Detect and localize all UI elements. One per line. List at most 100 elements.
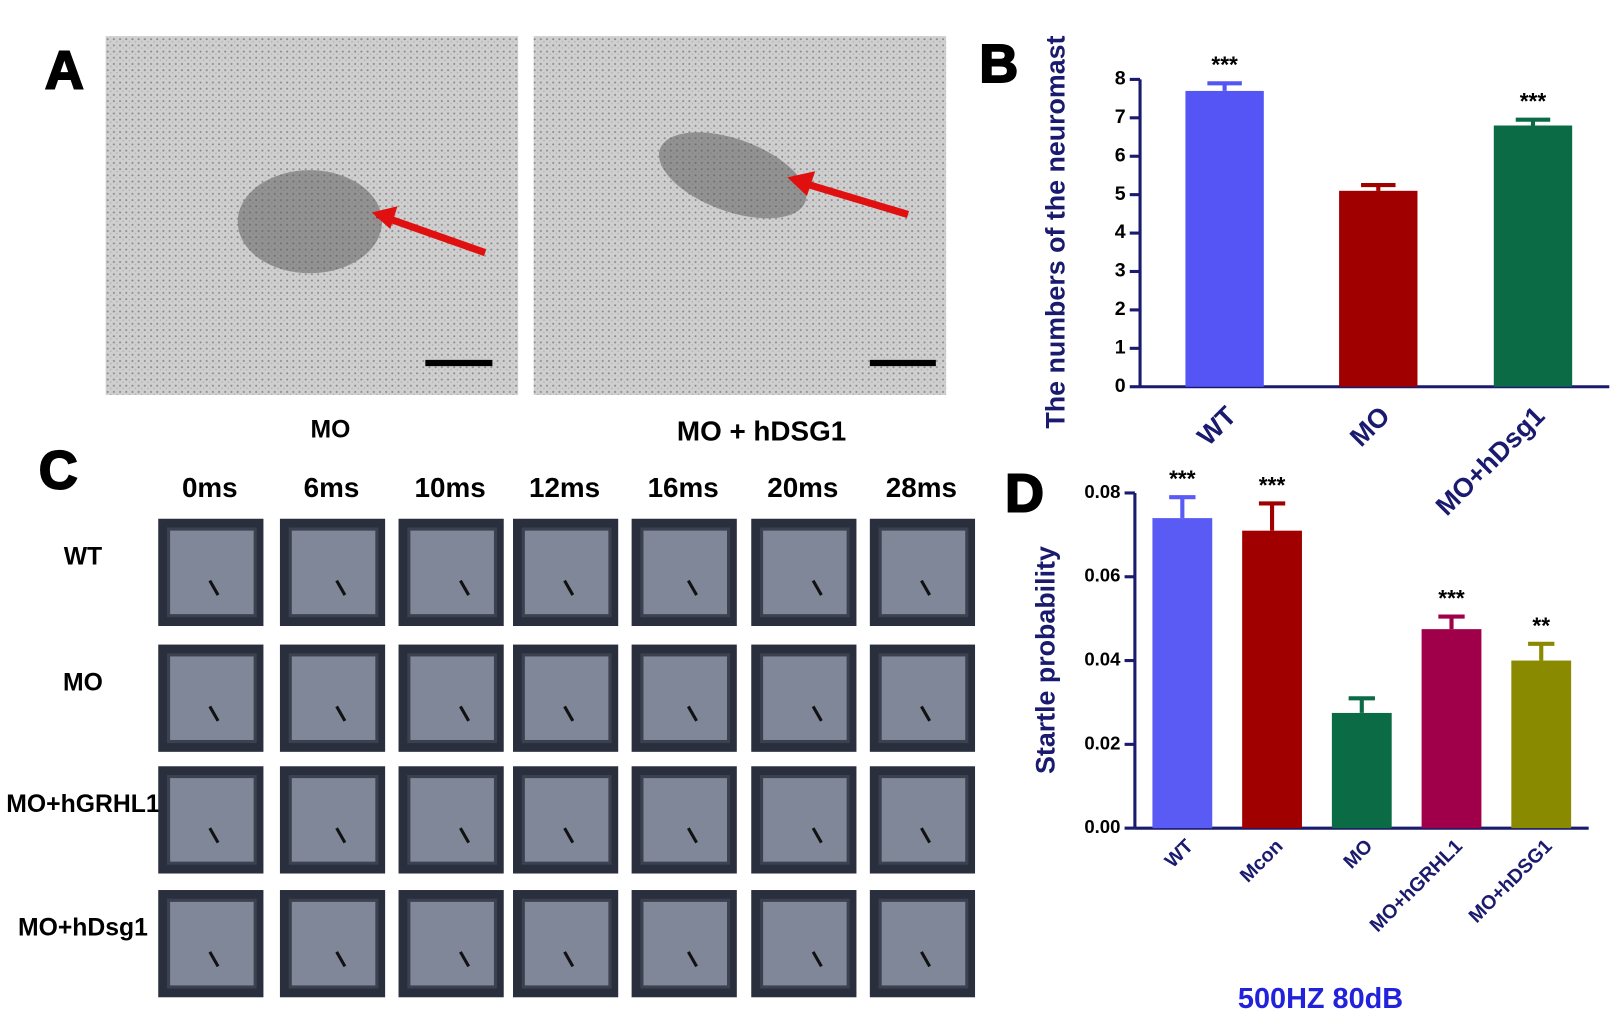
time-label: 16ms: [648, 472, 719, 503]
significance: ***: [1169, 466, 1196, 492]
larva: [208, 951, 220, 968]
row-label: WT: [64, 543, 102, 570]
larva: [335, 827, 347, 844]
y-tick-label: 0.04: [1084, 648, 1121, 669]
row-label: MO+hDsg1: [18, 915, 148, 942]
larva: [335, 705, 347, 722]
video-well: [760, 527, 850, 618]
time-label: 0ms: [182, 472, 238, 503]
video-well: [407, 527, 498, 618]
y-axis-label: Startle probability: [1030, 546, 1060, 774]
bar: [1493, 125, 1573, 387]
error-bar: [1169, 495, 1196, 519]
bar: [1421, 629, 1482, 829]
x-tick-label: WT: [1191, 400, 1242, 451]
larva: [208, 705, 220, 722]
larva: [335, 951, 347, 968]
video-well: [167, 898, 257, 989]
significance: ***: [1520, 88, 1547, 114]
image-label: MO: [311, 417, 351, 444]
larva: [459, 951, 471, 968]
significance: ***: [1259, 472, 1286, 498]
arrow-head: [787, 171, 816, 196]
bar: [1331, 712, 1392, 829]
x-axis-label: 500HZ 80dB: [1238, 983, 1403, 1015]
y-tick-label: 2: [1115, 298, 1126, 320]
video-well: [521, 775, 612, 865]
larva: [563, 827, 575, 844]
video-well: [878, 653, 969, 744]
larva: [686, 579, 698, 596]
panel-letter: B: [979, 34, 1018, 94]
larva: [920, 951, 932, 968]
larva: [811, 579, 823, 596]
x-tick-label: MO+hDsg1: [1430, 400, 1551, 521]
larva: [686, 827, 698, 844]
y-tick-label: 3: [1115, 260, 1126, 282]
image-label: MO + hDSG1: [677, 416, 846, 447]
y-tick-label: 0.06: [1084, 565, 1120, 586]
video-well: [407, 898, 498, 989]
video-well: [288, 898, 379, 989]
video-well: [878, 898, 969, 989]
significance: ***: [1438, 585, 1465, 611]
y-tick-label: 7: [1115, 106, 1126, 128]
bar: [1185, 90, 1264, 387]
larva: [686, 951, 698, 968]
panel-letter: A: [45, 40, 84, 100]
y-tick-label: 0.00: [1084, 816, 1120, 837]
video-well: [640, 527, 731, 618]
larva: [335, 579, 347, 596]
em-density: [658, 132, 807, 219]
panel-letter: D: [1005, 463, 1044, 523]
video-well: [640, 653, 731, 744]
bar: [1339, 190, 1418, 387]
arrow: [375, 211, 487, 257]
error-bar: [1438, 614, 1465, 630]
video-well: [760, 653, 850, 744]
time-label: 20ms: [767, 472, 838, 503]
time-label: 10ms: [415, 472, 486, 503]
em-image: [533, 36, 947, 395]
video-well: [407, 775, 498, 865]
larva: [811, 705, 823, 722]
larva: [563, 579, 575, 596]
y-tick-label: 8: [1115, 68, 1126, 90]
video-well: [521, 653, 612, 744]
arrow: [793, 177, 910, 218]
error-bar: [1361, 182, 1396, 191]
x-tick-label: MO+hDSG1: [1465, 835, 1557, 927]
video-well: [760, 898, 850, 989]
larva: [811, 951, 823, 968]
video-well: [640, 775, 731, 865]
y-axis-label: The numbers of the neuromast: [1041, 35, 1071, 428]
row-label: MO: [63, 669, 103, 696]
video-well: [878, 775, 969, 865]
y-tick-label: 1: [1115, 336, 1126, 358]
video-well: [521, 527, 612, 618]
larva: [208, 579, 220, 596]
larva: [920, 579, 932, 596]
video-well: [878, 527, 969, 618]
y-tick-label: 0: [1115, 375, 1126, 397]
time-label: 12ms: [529, 472, 600, 503]
y-tick-label: 0.02: [1084, 732, 1120, 753]
video-well: [407, 653, 498, 744]
larva: [208, 827, 220, 844]
larva: [920, 827, 932, 844]
em-density: [237, 170, 383, 274]
error-bar: [1528, 641, 1555, 661]
video-well: [288, 653, 379, 744]
y-tick-label: 4: [1115, 221, 1126, 243]
y-tick-label: 6: [1115, 144, 1126, 166]
error-bar: [1348, 696, 1375, 713]
video-well: [167, 775, 257, 865]
larva: [563, 951, 575, 968]
x-tick-label: MO: [1344, 401, 1396, 453]
larva: [920, 705, 932, 722]
larva: [563, 705, 575, 722]
bar: [1511, 660, 1572, 829]
larva: [686, 705, 698, 722]
x-tick-label: MO+hGRHL1: [1366, 835, 1467, 936]
